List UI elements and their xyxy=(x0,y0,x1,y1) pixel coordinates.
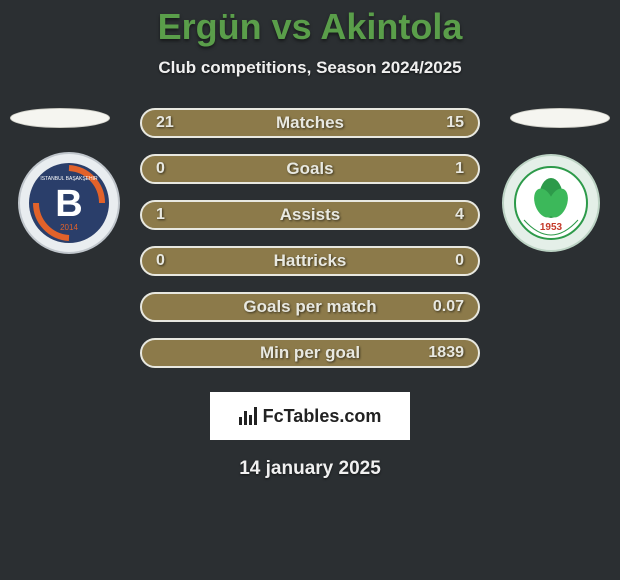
stats-list: 21Matches150Goals11Assists40Hattricks0Go… xyxy=(140,108,480,384)
stat-bar: 21Matches15 xyxy=(140,108,480,138)
stat-label: Assists xyxy=(142,205,478,225)
branding-box: FcTables.com xyxy=(210,392,410,440)
main-area: B 2014 ISTANBUL BAŞAKŞEHIR 1953 21Matche… xyxy=(0,108,620,378)
stat-value-left: 1 xyxy=(156,206,165,224)
ellipse-shadow-right xyxy=(510,108,610,128)
stat-value-left: 0 xyxy=(156,252,165,270)
stat-label: Hattricks xyxy=(142,251,478,271)
date-text: 14 january 2025 xyxy=(0,458,620,480)
stat-bar: 1Assists4 xyxy=(140,200,480,230)
crest-left-svg: B 2014 ISTANBUL BAŞAKŞEHIR xyxy=(14,148,124,258)
stat-bar: 0Goals1 xyxy=(140,154,480,184)
stat-value-left: 0 xyxy=(156,160,165,178)
stat-label: Matches xyxy=(142,113,478,133)
chart-bars-icon xyxy=(239,407,257,425)
stat-value-right: 4 xyxy=(455,206,464,224)
stat-value-right: 15 xyxy=(446,114,464,132)
stat-bar: Min per goal1839 xyxy=(140,338,480,368)
subtitle: Club competitions, Season 2024/2025 xyxy=(0,58,620,78)
club-crest-left: B 2014 ISTANBUL BAŞAKŞEHIR xyxy=(14,148,124,258)
stat-value-right: 0.07 xyxy=(433,298,464,316)
crest-right-year: 1953 xyxy=(540,222,563,233)
stat-value-right: 1839 xyxy=(428,344,464,362)
crest-left-letter: B xyxy=(55,183,82,225)
stat-value-right: 0 xyxy=(455,252,464,270)
branding-text: FcTables.com xyxy=(263,406,382,427)
stat-bar: Goals per match0.07 xyxy=(140,292,480,322)
ellipse-shadow-left xyxy=(10,108,110,128)
stat-label: Goals per match xyxy=(142,297,478,317)
crest-right-svg: 1953 xyxy=(496,148,606,258)
crest-left-top-text: ISTANBUL BAŞAKŞEHIR xyxy=(40,176,98,182)
stat-label: Goals xyxy=(142,159,478,179)
club-crest-right: 1953 xyxy=(496,148,606,258)
stat-value-left: 21 xyxy=(156,114,174,132)
stat-value-right: 1 xyxy=(455,160,464,178)
comparison-card: Ergün vs Akintola Club competitions, Sea… xyxy=(0,0,620,580)
stat-bar: 0Hattricks0 xyxy=(140,246,480,276)
crest-left-year: 2014 xyxy=(60,223,78,232)
page-title: Ergün vs Akintola xyxy=(0,0,620,48)
